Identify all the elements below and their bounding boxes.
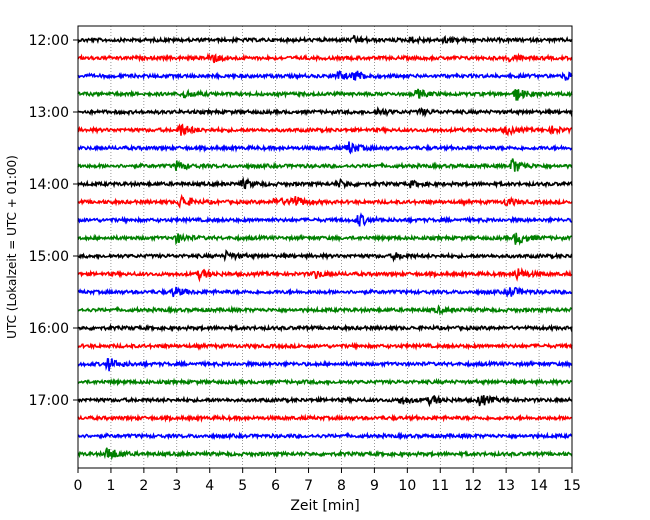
trace-line-1645 — [77, 377, 573, 387]
y-tick-label: 13:00 — [29, 105, 69, 121]
y-tick-label: 16:00 — [29, 321, 69, 337]
x-tick-label: 13 — [497, 478, 515, 494]
trace-line-1300 — [77, 105, 573, 118]
trace-line-1600 — [77, 323, 573, 333]
x-tick-label: 4 — [205, 478, 214, 494]
trace-line-1330 — [77, 141, 573, 155]
trace-line-1230 — [77, 70, 573, 81]
y-tick-label: 12:00 — [29, 33, 69, 49]
trace-group — [77, 34, 573, 461]
x-tick-label: 6 — [271, 478, 280, 494]
x-tick-label: 15 — [563, 478, 581, 494]
x-tick-label: 8 — [337, 478, 346, 494]
x-tick-label: 1 — [106, 478, 115, 494]
y-tick-label: 15:00 — [29, 249, 69, 265]
trace-line-1215 — [77, 52, 573, 64]
trace-line-1345 — [77, 158, 573, 172]
x-tick-label: 12 — [464, 478, 482, 494]
trace-line-1500 — [77, 249, 573, 263]
trace-line-1245 — [77, 88, 573, 101]
y-tick-label: 17:00 — [29, 393, 69, 409]
x-tick-label: 7 — [304, 478, 313, 494]
x-tick-label: 14 — [530, 478, 548, 494]
trace-line-1445 — [77, 232, 573, 246]
x-tick-label: 3 — [172, 478, 181, 494]
trace-line-1415 — [77, 193, 573, 209]
trace-line-1200 — [77, 34, 573, 46]
trace-line-1430 — [77, 212, 573, 227]
trace-line-1615 — [77, 341, 573, 351]
trace-line-1715 — [77, 413, 573, 423]
y-axis-label: UTC (Lokalzeit = UTC + 01:00) — [5, 155, 19, 339]
trace-line-1545 — [77, 304, 573, 316]
x-tick-label: 5 — [238, 478, 247, 494]
trace-line-1515 — [77, 266, 572, 283]
trace-line-1745 — [77, 447, 573, 461]
x-axis: 0 1 2 3 4 5 6 7 8 9 10 11 12 13 14 15 — [74, 468, 581, 494]
x-tick-label: 10 — [398, 478, 416, 494]
x-tick-label: 11 — [431, 478, 449, 494]
plot-frame — [77, 25, 573, 469]
trace-line-1530 — [77, 286, 573, 298]
trace-line-1700 — [77, 394, 573, 408]
x-axis-label: Zeit [min] — [290, 498, 359, 514]
x-tick-label: 9 — [370, 478, 379, 494]
x-tick-label: 0 — [74, 478, 83, 494]
trace-line-1630 — [77, 357, 573, 372]
trace-line-1400 — [77, 176, 573, 190]
trace-line-1315 — [77, 123, 573, 137]
trace-line-1730 — [77, 431, 573, 441]
y-tick-label: 14:00 — [29, 177, 69, 193]
x-tick-label: 2 — [139, 478, 148, 494]
y-axis: 12:00 13:00 14:00 15:00 16:00 17:00 — [29, 33, 78, 409]
